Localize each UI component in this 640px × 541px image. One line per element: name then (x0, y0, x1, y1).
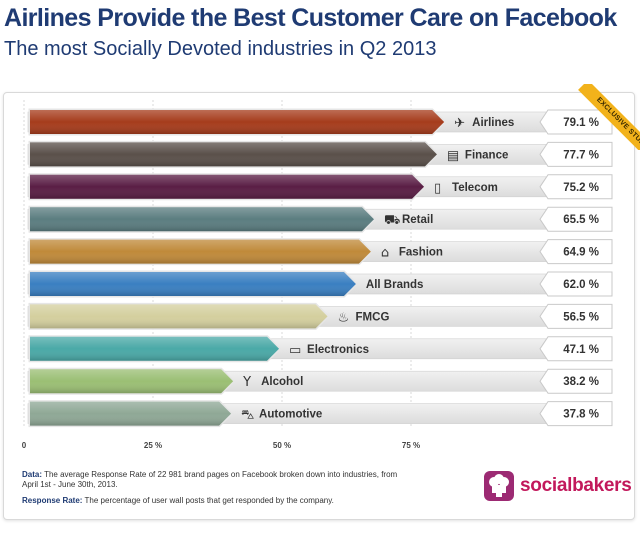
bar-shade (30, 304, 328, 329)
shopping-cart-icon: ⛟ (384, 213, 400, 228)
footnote-rr-label: Response Rate: (22, 496, 83, 505)
value-label: 62.0 % (563, 279, 599, 291)
car-icon: ⛍ (241, 408, 254, 423)
x-tick-label: 75 % (402, 441, 420, 450)
category-label: FMCG (356, 311, 390, 323)
category-label: Electronics (307, 344, 369, 356)
value-box (539, 368, 613, 394)
value-label: 77.7 % (563, 149, 599, 161)
category-label: Retail (402, 214, 433, 226)
category-label: Alcohol (261, 376, 303, 388)
category-label: Airlines (472, 117, 514, 129)
socialbakers-mark-icon (484, 471, 514, 501)
airplane-icon: ✈ (454, 116, 465, 131)
wine-glass-icon: Y (242, 375, 251, 390)
value-label: 65.5 % (563, 214, 599, 226)
value-box (539, 206, 613, 232)
value-box (539, 271, 613, 297)
value-box (539, 239, 613, 265)
socialbakers-logo[interactable]: socialbakers (484, 469, 632, 503)
value-box (539, 303, 613, 329)
value-label: 47.1 % (563, 344, 599, 356)
category-label: All Brands (366, 279, 424, 291)
x-tick-label: 25 % (144, 441, 162, 450)
household-goods-icon: ♨ (338, 310, 350, 325)
value-label: 64.9 % (563, 247, 599, 259)
value-label: 75.2 % (563, 182, 599, 194)
page-subtitle: The most Socially Devoted industries in … (4, 38, 437, 60)
value-label: 38.2 % (563, 376, 599, 388)
x-tick-label: 0 (22, 441, 27, 450)
bar-shade (30, 401, 232, 426)
bar-shade (30, 239, 371, 264)
value-box (539, 141, 613, 167)
bar-shade (30, 110, 445, 134)
bar-shade (30, 272, 356, 296)
banknote-icon: ▤ (447, 148, 459, 163)
mobile-phone-icon: ▯ (434, 181, 441, 196)
x-tick-label: 50 % (273, 441, 291, 450)
value-box (539, 401, 613, 427)
bar-shade (30, 142, 437, 167)
category-label: Automotive (259, 409, 322, 421)
badge-ribbon: EXCLUSIVE STUDY (578, 84, 640, 150)
laptop-icon: ▭ (289, 343, 301, 358)
category-label: Fashion (399, 247, 443, 259)
value-label: 79.1 % (563, 117, 599, 129)
handbag-icon: ⌂ (381, 246, 389, 261)
category-label: Telecom (452, 182, 498, 194)
footnote-data: Data: The average Response Rate of 22 98… (22, 470, 402, 490)
category-label: Finance (465, 149, 508, 161)
value-box (539, 336, 613, 362)
footnote-rr-text: The percentage of user wall posts that g… (84, 496, 334, 505)
bar-shade (30, 207, 374, 232)
bar-shade (30, 369, 234, 394)
value-box (539, 174, 613, 200)
exclusive-study-badge: EXCLUSIVE STUDY (574, 84, 640, 150)
brand-name: socialbakers (520, 475, 632, 496)
footnote-response-rate: Response Rate: The percentage of user wa… (22, 496, 402, 506)
bar-shade (30, 336, 280, 361)
page-title: Airlines Provide the Best Customer Care … (4, 4, 617, 32)
footnote-data-label: Data: (22, 470, 43, 479)
value-label: 56.5 % (563, 311, 599, 323)
footnote-data-text: The average Response Rate of 22 981 bran… (22, 470, 398, 489)
value-label: 37.8 % (563, 409, 599, 421)
bar-shade (30, 174, 425, 199)
